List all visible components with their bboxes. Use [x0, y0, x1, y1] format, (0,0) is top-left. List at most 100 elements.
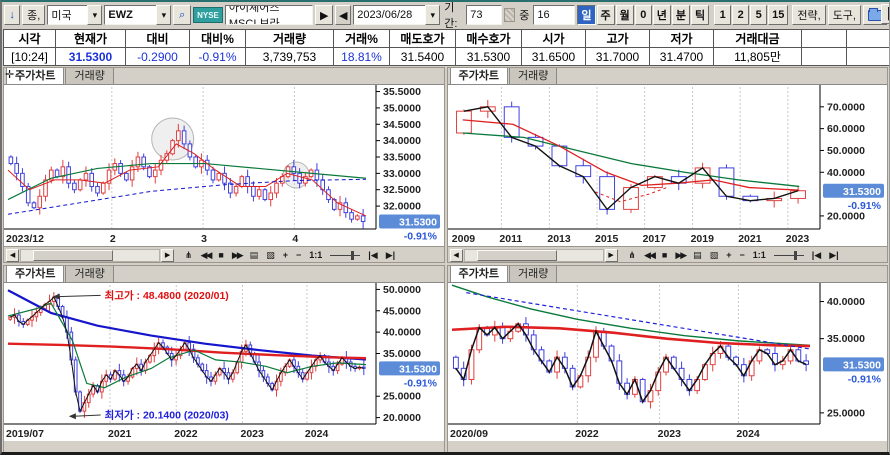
symbol-select[interactable]: EWZ — [104, 5, 172, 25]
link-down-icon[interactable]: ↓ — [4, 5, 21, 25]
scroll-right-icon[interactable]: ▶ — [604, 248, 618, 262]
tab-volume[interactable]: 거래량 — [65, 68, 114, 84]
info-value-cell: 11,805만 — [713, 47, 802, 66]
period-button-틱[interactable]: 틱 — [691, 5, 710, 25]
svg-text:2020/09: 2020/09 — [450, 428, 488, 440]
panel-icon[interactable]: ▤ — [693, 249, 702, 260]
zoom-out-icon[interactable]: − — [295, 250, 302, 260]
tab-volume[interactable]: 거래량 — [508, 266, 558, 282]
stop-icon[interactable]: ■ — [218, 250, 224, 260]
tools-button[interactable]: 도구, — [827, 5, 861, 25]
period-input[interactable]: 73 — [466, 5, 503, 25]
minute-button-1[interactable]: 1 — [714, 5, 732, 25]
minute-button-15[interactable]: 15 — [768, 5, 789, 25]
period-button-월[interactable]: 월 — [615, 5, 634, 25]
tab-volume[interactable]: 거래량 — [508, 68, 558, 84]
tabbar: 주가차트 거래량 — [447, 68, 887, 85]
scroll-right-icon[interactable]: ▶ — [161, 248, 174, 262]
info-header-cell: 고가 — [585, 29, 650, 48]
scroll-left-icon[interactable]: ◀ — [6, 248, 19, 262]
svg-text:40.0000: 40.0000 — [383, 327, 421, 339]
date-dropdown-icon[interactable] — [425, 5, 441, 25]
chart-scrollbar[interactable] — [463, 248, 604, 262]
chart-panel-weekly: 주가차트 거래량 최고가 : 48.4800 (2020/01) 최저가 : 20… — [3, 265, 445, 452]
go-first-icon[interactable]: |◀ — [811, 249, 822, 260]
fast-forward-icon[interactable]: ▶▶ — [675, 249, 687, 260]
tabbar: 주가차트 거래량 — [447, 266, 887, 283]
symbol-dropdown-icon[interactable] — [156, 5, 172, 25]
svg-text:35.0000: 35.0000 — [383, 102, 421, 114]
weekly-chart-canvas[interactable]: 최고가 : 48.4800 (2020/01) 최저가 : 20.1400 (20… — [4, 283, 444, 441]
svg-text:35.0000: 35.0000 — [383, 348, 421, 360]
ratio-icon[interactable]: 1:1 — [309, 250, 323, 260]
of-label: 중 — [519, 10, 530, 22]
svg-text:60.0000: 60.0000 — [827, 123, 865, 135]
period-button-0[interactable]: 0 — [634, 5, 652, 25]
go-last-icon[interactable]: ▶| — [829, 249, 839, 260]
fast-backward-icon[interactable]: ◀◀ — [644, 249, 656, 260]
svg-text:2022: 2022 — [575, 428, 599, 440]
zoom-area-icon[interactable]: ▧ — [266, 249, 275, 260]
ratio-icon[interactable]: 1:1 — [752, 250, 766, 260]
info-header-cell: 대비 — [125, 29, 190, 48]
chart-scrollbar[interactable] — [20, 248, 160, 262]
zoom-slider[interactable] — [773, 250, 804, 260]
tab-price-chart[interactable]: 주가차트 — [449, 266, 508, 282]
scroll-left-icon[interactable]: ◀ — [449, 248, 463, 262]
minute-button-2[interactable]: 2 — [732, 5, 750, 25]
play-button[interactable]: ▶ — [315, 5, 334, 25]
strategy-button[interactable]: 전략, — [792, 5, 826, 25]
scrollbar-thumb[interactable] — [476, 249, 557, 261]
svg-text:2021: 2021 — [738, 233, 762, 245]
period-button-년[interactable]: 년 — [652, 5, 671, 25]
spinner-icon[interactable] — [504, 8, 516, 22]
market-dropdown-icon[interactable] — [87, 5, 103, 25]
go-last-icon[interactable]: ▶| — [385, 249, 396, 260]
step-back-button[interactable]: ◀ — [335, 5, 352, 25]
svg-text:34.5000: 34.5000 — [383, 119, 421, 131]
fast-backward-icon[interactable]: ◀◀ — [200, 249, 213, 260]
daily-chart-canvas[interactable]: 35.5000 35.0000 34.5000 34.0000 33.5000 33.00… — [4, 85, 444, 246]
tab-volume[interactable]: 거래량 — [65, 266, 114, 282]
fast-forward-icon[interactable]: ▶▶ — [231, 249, 244, 260]
info-value-cell: -0.2900 — [125, 47, 190, 66]
svg-text:2023: 2023 — [240, 428, 264, 440]
tab-price-chart[interactable]: 주가차트 — [6, 266, 65, 282]
stock-type-button[interactable]: 종, — [22, 5, 46, 25]
stop-icon[interactable]: ■ — [661, 250, 668, 260]
period-button-주[interactable]: 주 — [596, 5, 615, 25]
zoom-in-icon[interactable]: + — [726, 250, 732, 260]
svg-text:31.5300: 31.5300 — [399, 363, 437, 375]
period-button-일[interactable]: 일 — [577, 5, 596, 25]
info-value-cell: [10:24] — [3, 47, 56, 66]
zoom-out-icon[interactable]: − — [739, 250, 745, 260]
clipped-edge-button[interactable]: ▐ — [881, 4, 889, 24]
scrollbar-thumb[interactable] — [33, 249, 113, 261]
count-input[interactable]: 16 — [533, 5, 576, 25]
yearly-chart-canvas[interactable]: 70.0000 60.0000 50.0000 40.0000 20.0000 31.53… — [447, 85, 888, 246]
info-value-cell: 31.6500 — [521, 47, 586, 66]
svg-text:최저가 : 20.1400 (2020/03): 최저가 : 20.1400 (2020/03) — [105, 409, 229, 422]
branch-icon[interactable]: ⋔ — [185, 249, 193, 260]
svg-text:32.5000: 32.5000 — [383, 184, 421, 196]
date-select[interactable]: 2023/06/28 — [353, 5, 441, 25]
branch-icon[interactable]: ⋔ — [628, 249, 637, 260]
tab-price-chart[interactable]: 주가차트 — [449, 68, 508, 84]
zoom-in-icon[interactable]: + — [282, 250, 288, 260]
info-value-cell: 18.81% — [333, 47, 390, 66]
stock-name-field[interactable]: 아이셰어즈 MSCI 브라 — [224, 5, 314, 25]
search-icon[interactable]: ⌕ — [173, 5, 192, 25]
zoom-area-icon[interactable]: ▧ — [709, 249, 719, 260]
go-first-icon[interactable]: |◀ — [368, 249, 378, 260]
minute-button-5[interactable]: 5 — [750, 5, 768, 25]
panel-icon[interactable]: ▤ — [249, 249, 259, 260]
svg-text:40.0000: 40.0000 — [827, 296, 865, 308]
info-header-cell: 대비% — [189, 29, 246, 48]
period-button-분[interactable]: 분 — [671, 5, 691, 25]
svg-text:2021: 2021 — [108, 428, 132, 440]
market-select[interactable]: 미국 — [47, 5, 103, 25]
zoom-slider[interactable] — [330, 250, 361, 260]
monthly-chart-canvas[interactable]: 40.0000 35.0000 25.0000 31.5300 -0.91% 2020/0… — [447, 283, 888, 441]
tab-price-chart[interactable]: 주가차트 — [6, 68, 65, 84]
svg-text:2019: 2019 — [690, 233, 714, 245]
